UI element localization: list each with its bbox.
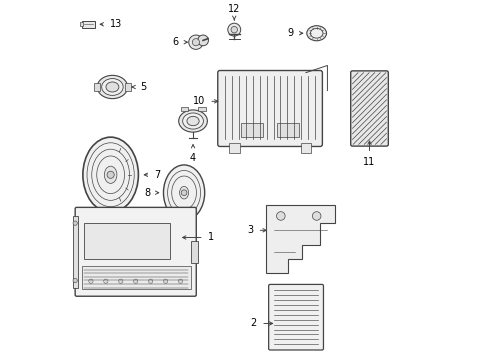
Circle shape: [104, 279, 108, 283]
Circle shape: [276, 212, 285, 220]
Text: 9: 9: [287, 28, 294, 38]
Text: 10: 10: [193, 96, 205, 106]
Text: 4: 4: [190, 153, 196, 163]
Bar: [198, 107, 206, 111]
Bar: [191, 241, 198, 262]
Ellipse shape: [310, 28, 323, 38]
Bar: [84, 223, 170, 259]
Ellipse shape: [104, 166, 117, 183]
Circle shape: [73, 221, 77, 225]
Text: 5: 5: [140, 82, 147, 92]
Text: 8: 8: [144, 188, 150, 198]
Text: 3: 3: [247, 225, 253, 235]
Bar: [277, 123, 299, 137]
Bar: [73, 216, 78, 288]
Polygon shape: [267, 205, 335, 273]
Text: 12: 12: [228, 4, 241, 14]
Ellipse shape: [97, 75, 128, 99]
Circle shape: [228, 23, 241, 36]
Circle shape: [181, 190, 187, 195]
Circle shape: [189, 35, 203, 49]
Circle shape: [197, 35, 208, 46]
Bar: [300, 143, 311, 153]
Ellipse shape: [307, 26, 326, 41]
Circle shape: [107, 171, 114, 178]
Text: 11: 11: [364, 157, 376, 167]
Ellipse shape: [106, 82, 119, 92]
Bar: [125, 84, 131, 91]
Text: 6: 6: [172, 37, 179, 47]
Circle shape: [119, 279, 123, 283]
FancyBboxPatch shape: [218, 71, 322, 147]
Text: 7: 7: [154, 170, 161, 180]
Bar: [94, 84, 100, 91]
Circle shape: [73, 278, 77, 283]
Bar: [242, 123, 263, 137]
Bar: [82, 21, 95, 28]
Ellipse shape: [179, 110, 207, 132]
Ellipse shape: [183, 113, 203, 129]
Ellipse shape: [101, 78, 123, 95]
Bar: [82, 266, 191, 289]
Ellipse shape: [180, 186, 189, 199]
Circle shape: [164, 279, 168, 283]
Circle shape: [193, 39, 199, 46]
Circle shape: [89, 279, 93, 283]
Ellipse shape: [187, 116, 199, 126]
Text: 2: 2: [250, 319, 257, 328]
Circle shape: [231, 26, 238, 33]
Circle shape: [148, 279, 153, 283]
FancyBboxPatch shape: [351, 71, 389, 146]
Circle shape: [134, 279, 138, 283]
Bar: [180, 107, 188, 111]
Ellipse shape: [164, 165, 205, 220]
FancyBboxPatch shape: [75, 207, 196, 296]
FancyBboxPatch shape: [269, 284, 323, 350]
Text: 1: 1: [208, 233, 214, 243]
Bar: [229, 143, 240, 153]
Circle shape: [312, 212, 321, 220]
Text: 13: 13: [110, 19, 122, 29]
Ellipse shape: [83, 137, 138, 212]
Circle shape: [178, 279, 183, 283]
Bar: [80, 22, 83, 26]
